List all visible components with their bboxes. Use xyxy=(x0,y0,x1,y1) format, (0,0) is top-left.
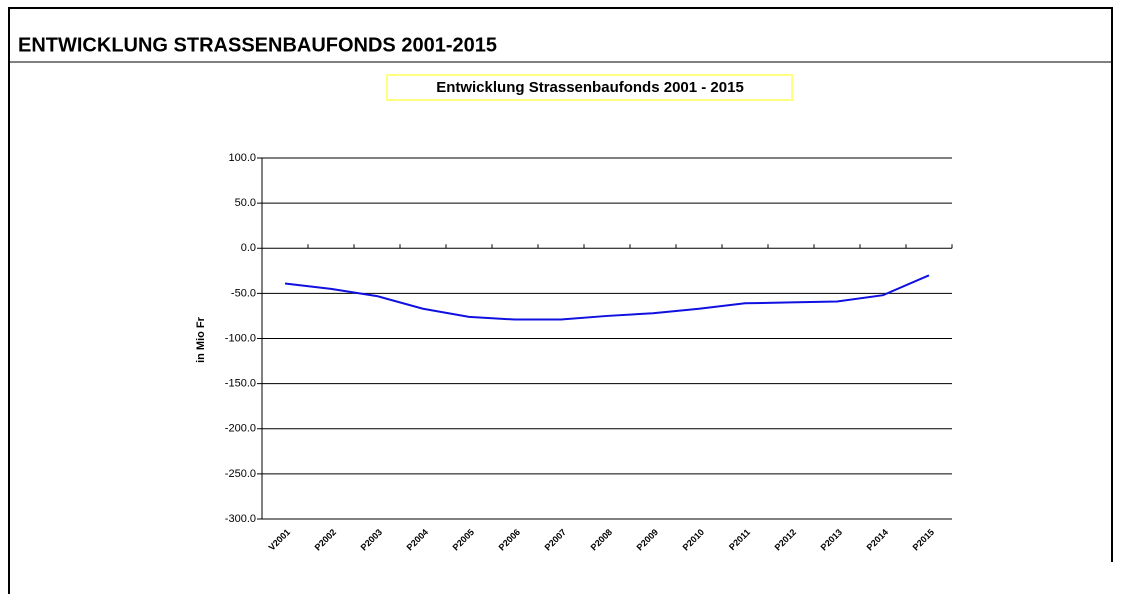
y-tick-label: -150.0 xyxy=(225,378,256,390)
x-tick-label: P2007 xyxy=(543,527,568,552)
x-tick-label: P2009 xyxy=(635,527,660,552)
y-tick-label: -300.0 xyxy=(225,513,256,525)
x-tick-label: P2011 xyxy=(727,527,752,552)
y-tick-label: -200.0 xyxy=(225,423,256,435)
x-tick-label: P2003 xyxy=(359,527,384,552)
x-tick-label: P2015 xyxy=(911,527,936,552)
y-tick-label: 100.0 xyxy=(228,152,256,164)
y-tick-label: -100.0 xyxy=(225,332,256,344)
chart-title: Entwicklung Strassenbaufonds 2001 - 2015 xyxy=(436,79,744,96)
x-tick-label: P2005 xyxy=(451,527,476,552)
page-title: ENTWICKLUNG STRASSENBAUFONDS 2001-2015 xyxy=(18,34,497,56)
x-tick-label: P2008 xyxy=(589,527,614,552)
x-tick-label: P2013 xyxy=(819,527,844,552)
y-axis-label: in Mio Fr xyxy=(195,316,207,363)
x-tick-label: P2012 xyxy=(773,527,798,552)
x-tick-label: P2014 xyxy=(865,527,890,552)
x-tick-label: P2002 xyxy=(313,527,338,552)
chart-title-box xyxy=(386,74,793,101)
y-tick-label: -50.0 xyxy=(231,287,256,299)
x-tick-label: P2004 xyxy=(405,527,430,552)
x-tick-label: P2006 xyxy=(497,527,522,552)
y-tick-label: 50.0 xyxy=(235,197,256,209)
series-line xyxy=(284,274,930,321)
x-tick-label: P2010 xyxy=(681,527,706,552)
y-tick-label: 0.0 xyxy=(241,242,256,254)
x-tick-label: V2001 xyxy=(267,527,292,552)
y-tick-label: -250.0 xyxy=(225,468,256,480)
